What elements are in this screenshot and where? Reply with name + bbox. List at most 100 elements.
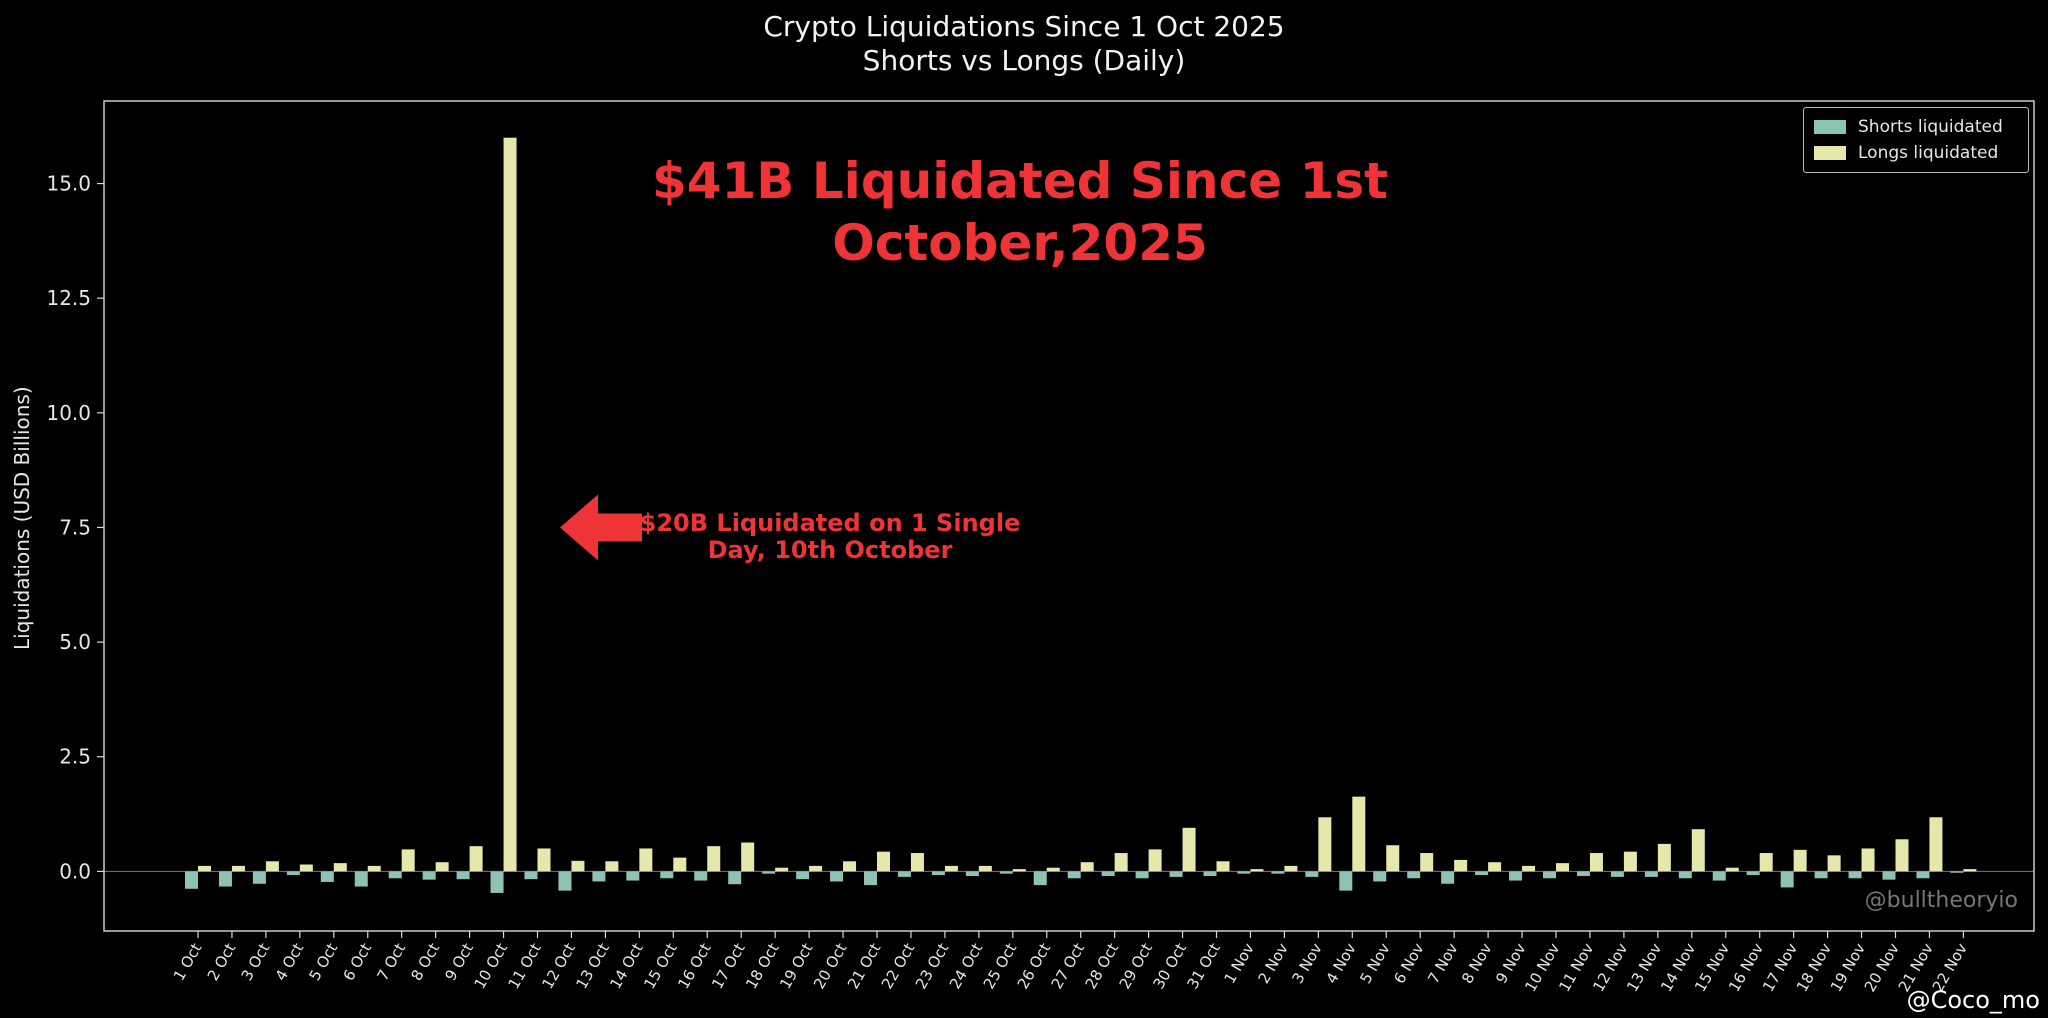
x-tick-label-33: 3 Nov bbox=[1288, 940, 1325, 987]
bar-shorts-12 bbox=[592, 871, 606, 882]
y-tick-label-5: 12.5 bbox=[46, 286, 91, 310]
bar-longs-38 bbox=[1488, 862, 1502, 872]
plot-frame bbox=[103, 100, 2035, 932]
bar-longs-27 bbox=[1114, 853, 1128, 872]
bar-shorts-44 bbox=[1678, 871, 1692, 879]
y-tick-label-3: 7.5 bbox=[59, 515, 91, 539]
bar-longs-46 bbox=[1759, 853, 1773, 872]
bar-longs-5 bbox=[367, 865, 381, 872]
bar-longs-23 bbox=[978, 865, 992, 872]
bar-shorts-10 bbox=[524, 871, 538, 880]
bar-shorts-41 bbox=[1576, 871, 1590, 876]
bar-longs-22 bbox=[944, 865, 958, 872]
bar-longs-10 bbox=[537, 848, 551, 872]
bar-longs-45 bbox=[1725, 867, 1739, 872]
bar-shorts-40 bbox=[1543, 871, 1556, 879]
legend-item-longs: Longs liquidated bbox=[1814, 142, 1998, 164]
bar-longs-43 bbox=[1657, 843, 1671, 872]
bar-longs-51 bbox=[1929, 817, 1943, 872]
y-tick-label-0: 0.0 bbox=[59, 859, 91, 883]
x-tick-label-6: 7 Oct bbox=[373, 940, 409, 984]
y-tick-label-4: 10.0 bbox=[46, 401, 91, 425]
chart-legend: Shorts liquidated Longs liquidated bbox=[1803, 107, 2029, 173]
bar-shorts-19 bbox=[830, 871, 844, 882]
bar-longs-32 bbox=[1284, 865, 1298, 872]
bar-longs-0 bbox=[198, 865, 211, 872]
bar-shorts-46 bbox=[1746, 871, 1760, 876]
x-tick-label-35: 5 Nov bbox=[1356, 940, 1393, 987]
bar-shorts-34 bbox=[1339, 871, 1353, 891]
bar-shorts-42 bbox=[1610, 871, 1624, 877]
chart-subtitle: Shorts vs Longs (Daily) bbox=[862, 44, 1186, 77]
bar-shorts-36 bbox=[1407, 871, 1421, 879]
bar-shorts-35 bbox=[1373, 871, 1387, 882]
bar-longs-24 bbox=[1012, 869, 1026, 872]
bar-shorts-26 bbox=[1067, 871, 1081, 879]
x-tick-label-30: 31 Oct bbox=[1183, 940, 1224, 992]
bar-longs-47 bbox=[1793, 849, 1807, 872]
headline-line-2: October,2025 bbox=[832, 214, 1208, 272]
bar-shorts-1 bbox=[218, 871, 232, 887]
bar-longs-11 bbox=[571, 860, 585, 872]
chart-title: Crypto Liquidations Since 1 Oct 2025 bbox=[763, 10, 1285, 43]
bar-shorts-49 bbox=[1848, 871, 1862, 879]
x-tick-label-36: 6 Nov bbox=[1390, 940, 1427, 987]
bar-longs-15 bbox=[707, 846, 721, 872]
x-tick-label-0: 1 Oct bbox=[170, 940, 206, 984]
x-tick-label-31: 1 Nov bbox=[1221, 940, 1258, 987]
bar-longs-13 bbox=[639, 848, 653, 872]
bar-longs-30 bbox=[1216, 861, 1230, 872]
bar-longs-7 bbox=[435, 862, 449, 872]
bar-longs-42 bbox=[1623, 851, 1637, 872]
bar-longs-44 bbox=[1691, 829, 1705, 872]
bar-shorts-24 bbox=[999, 871, 1013, 874]
legend-swatch-longs bbox=[1814, 146, 1846, 160]
bar-shorts-28 bbox=[1135, 871, 1149, 879]
bar-shorts-17 bbox=[762, 871, 776, 874]
bar-longs-2 bbox=[265, 861, 279, 872]
bar-longs-6 bbox=[401, 849, 415, 872]
bar-shorts-47 bbox=[1780, 871, 1794, 888]
legend-item-shorts: Shorts liquidated bbox=[1814, 116, 2003, 138]
callout-annotation: $20B Liquidated on 1 Single Day, 10th Oc… bbox=[620, 510, 1040, 564]
bar-shorts-29 bbox=[1169, 871, 1183, 877]
callout-arrow-icon bbox=[560, 494, 642, 561]
bar-shorts-7 bbox=[422, 871, 436, 880]
bar-shorts-20 bbox=[864, 871, 877, 886]
bar-shorts-27 bbox=[1101, 871, 1115, 876]
bar-longs-40 bbox=[1556, 863, 1569, 872]
bar-shorts-2 bbox=[252, 871, 266, 884]
bar-longs-9 bbox=[503, 137, 517, 872]
bar-longs-28 bbox=[1148, 849, 1162, 872]
bar-longs-3 bbox=[299, 864, 313, 872]
bar-shorts-23 bbox=[965, 871, 979, 876]
bar-longs-16 bbox=[741, 842, 755, 872]
legend-swatch-shorts bbox=[1814, 120, 1846, 134]
bar-longs-25 bbox=[1046, 867, 1060, 872]
bar-longs-8 bbox=[469, 846, 483, 872]
bar-shorts-51 bbox=[1916, 871, 1930, 879]
bar-longs-34 bbox=[1352, 796, 1366, 872]
watermark: @bulltheoryio bbox=[1864, 888, 2018, 913]
bar-shorts-37 bbox=[1441, 871, 1455, 884]
bar-longs-1 bbox=[231, 865, 245, 872]
bar-shorts-38 bbox=[1475, 871, 1489, 876]
bar-shorts-43 bbox=[1644, 871, 1658, 877]
x-tick-label-34: 4 Nov bbox=[1322, 940, 1359, 987]
x-tick-label-3: 4 Oct bbox=[272, 940, 308, 984]
bar-shorts-31 bbox=[1237, 871, 1251, 874]
bar-longs-52 bbox=[1963, 869, 1977, 872]
credit-handle: @Coco_mo bbox=[1906, 986, 2040, 1014]
bar-longs-4 bbox=[333, 863, 347, 872]
bar-shorts-30 bbox=[1203, 871, 1217, 876]
bar-shorts-11 bbox=[558, 871, 572, 891]
headline-annotation: $41B Liquidated Since 1st October,2025 bbox=[620, 150, 1420, 274]
x-tick-label-2: 3 Oct bbox=[238, 940, 274, 984]
bar-shorts-39 bbox=[1509, 871, 1523, 881]
headline-line-1: $41B Liquidated Since 1st bbox=[651, 152, 1389, 210]
bar-shorts-3 bbox=[286, 871, 300, 876]
bar-shorts-6 bbox=[388, 871, 402, 879]
bar-longs-41 bbox=[1589, 853, 1603, 872]
x-tick-label-7: 8 Oct bbox=[407, 940, 443, 984]
